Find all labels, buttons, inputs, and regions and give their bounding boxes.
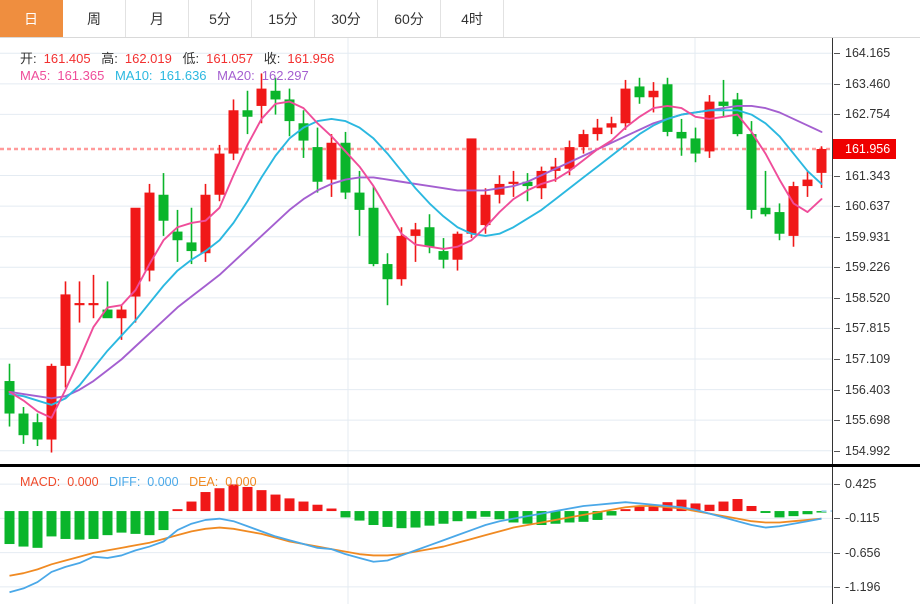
tab-label: 4时 [461, 10, 483, 27]
tab-label: 5分 [209, 10, 231, 27]
price-plot-area[interactable] [0, 38, 833, 464]
period-tab-bar: 日 周 月 5分 15分 30分 60分 4时 [0, 0, 920, 38]
price-axis-tick [834, 114, 840, 116]
current-price-label: 161.956 [833, 138, 897, 159]
tab-day[interactable]: 日 [0, 0, 63, 37]
tab-label: 60分 [394, 10, 424, 27]
price-axis-tick [834, 450, 840, 452]
tab-label: 日 [24, 10, 38, 27]
tab-label: 月 [150, 10, 164, 27]
price-axis-tick [834, 358, 840, 360]
macd-axis-label: -0.656 [845, 545, 881, 560]
macd-axis-label: -0.115 [845, 511, 880, 526]
tab-30min[interactable]: 30分 [315, 0, 378, 37]
macd-axis-tick [834, 518, 840, 520]
macd-axis-label: -1.196 [845, 579, 881, 594]
price-axis-label: 160.637 [845, 199, 891, 214]
macd-axis-tick [834, 586, 840, 588]
macd-axis-tick [834, 552, 840, 554]
price-axis-tick [834, 53, 840, 55]
price-axis-tick [834, 389, 840, 391]
tab-bar-empty-space [504, 0, 920, 37]
price-axis-tick [834, 420, 840, 422]
price-axis-label: 159.226 [845, 260, 891, 275]
tab-15min[interactable]: 15分 [252, 0, 315, 37]
tab-label: 15分 [268, 10, 298, 27]
tab-label: 30分 [331, 10, 361, 27]
price-axis-tick [834, 328, 840, 330]
tab-5min[interactable]: 5分 [189, 0, 252, 37]
tab-label: 周 [87, 10, 101, 27]
price-axis-tick [834, 297, 840, 299]
tab-week[interactable]: 周 [63, 0, 126, 37]
tab-4hour[interactable]: 4时 [441, 0, 504, 37]
macd-axis-tick [834, 484, 840, 486]
macd-chart-panel: MACD: 0.000 DIFF: 0.000 DEA: 0.000 0.425 -0.… [0, 466, 920, 604]
price-axis: 164.165 163.460 162.754 161.956 161.343 160.6… [833, 38, 920, 464]
candlestick-svg [0, 38, 832, 464]
price-axis-label: 158.520 [845, 290, 891, 305]
price-axis-label: 163.460 [845, 76, 891, 91]
price-axis-label: 161.343 [845, 168, 891, 183]
price-axis-label: 164.165 [845, 46, 891, 61]
price-axis-label: 162.754 [845, 107, 891, 122]
macd-axis: 0.425 -0.115 -0.656 -1.196 [833, 467, 920, 604]
macd-plot-area[interactable] [0, 467, 833, 604]
price-axis-label: 157.109 [845, 351, 891, 366]
price-axis-tick [834, 206, 840, 208]
macd-svg [0, 467, 832, 604]
price-axis-label: 159.931 [845, 229, 891, 244]
price-axis-label: 154.992 [845, 443, 891, 458]
price-chart-panel: 开: 161.405 高: 162.019 低: 161.057 收: 161.956 … [0, 38, 920, 466]
price-axis-tick [834, 267, 840, 269]
price-axis-tick [834, 236, 840, 238]
macd-axis-label: 0.425 [845, 477, 877, 492]
price-axis-tick [834, 175, 840, 177]
tab-60min[interactable]: 60分 [378, 0, 441, 37]
price-axis-tick [834, 83, 840, 85]
price-axis-label: 157.815 [845, 321, 891, 336]
price-axis-label: 156.403 [845, 382, 891, 397]
price-axis-label: 155.698 [845, 413, 891, 428]
tab-month[interactable]: 月 [126, 0, 189, 37]
